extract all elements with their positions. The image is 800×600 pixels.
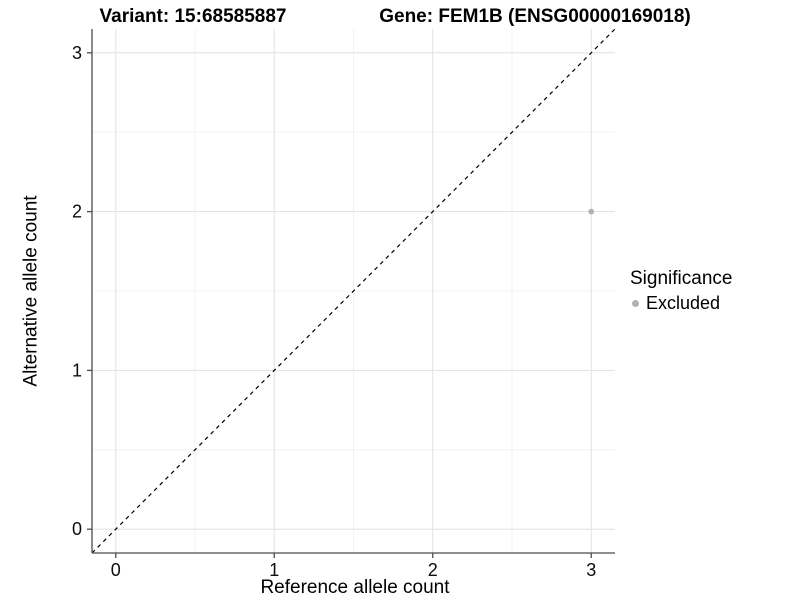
x-tick-label: 1 <box>269 560 279 580</box>
x-tick-label: 0 <box>111 560 121 580</box>
legend-title: Significance <box>630 268 733 289</box>
y-tick-label: 3 <box>72 43 82 63</box>
identity-dashed-line <box>91 28 616 554</box>
data-point <box>588 208 595 215</box>
excluded-marker-icon <box>632 299 639 307</box>
legend: Significance Excluded <box>630 268 732 314</box>
y-tick-label: 2 <box>72 202 82 222</box>
plot-title-variant: Variant: 15:68585887 <box>99 6 287 27</box>
y-axis-title: Alternative allele count <box>20 195 42 387</box>
x-tick-label: 3 <box>586 560 596 580</box>
y-tick-label: 1 <box>72 360 82 380</box>
x-axis-title: Reference allele count <box>260 577 450 598</box>
y-tick-label: 0 <box>72 519 82 539</box>
plot-title-gene: Gene: FEM1B (ENSG00000169018) <box>379 6 691 27</box>
legend-item-excluded: Excluded <box>630 292 732 314</box>
x-tick-label: 2 <box>428 560 438 580</box>
legend-item-label: Excluded <box>646 292 721 313</box>
